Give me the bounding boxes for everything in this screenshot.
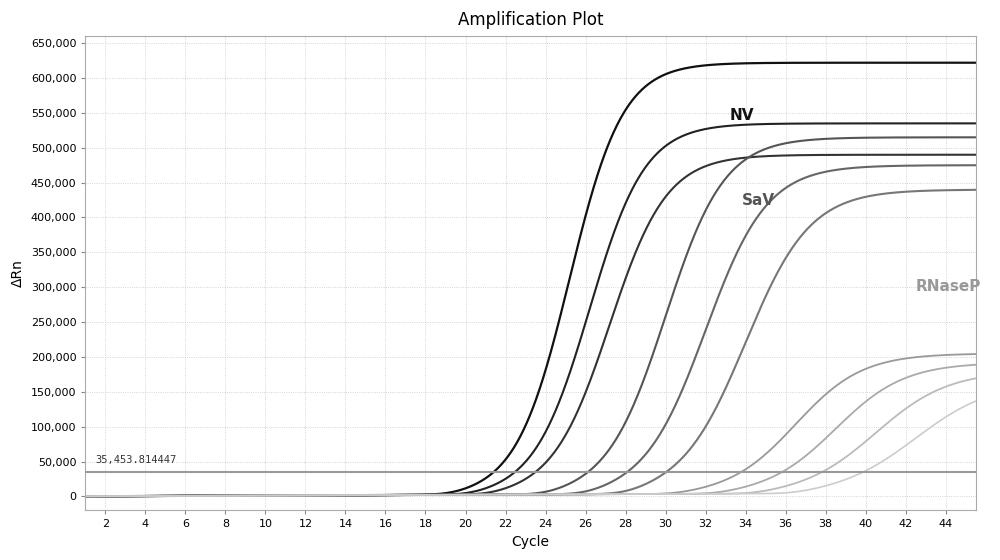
Title: Amplification Plot: Amplification Plot: [458, 11, 603, 29]
Text: 35,453.814447: 35,453.814447: [95, 455, 177, 465]
Text: RNaseP: RNaseP: [916, 279, 981, 293]
Text: SaV: SaV: [742, 193, 775, 208]
Y-axis label: ΔRn: ΔRn: [11, 259, 25, 287]
Text: NV: NV: [730, 108, 754, 123]
X-axis label: Cycle: Cycle: [512, 535, 550, 549]
